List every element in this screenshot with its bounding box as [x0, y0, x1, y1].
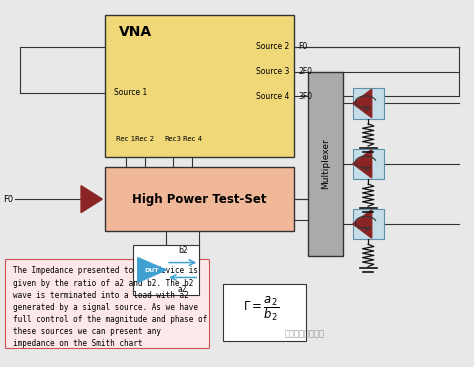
- Bar: [5, 259, 209, 348]
- Text: 3F0: 3F0: [299, 92, 312, 101]
- Text: DUT: DUT: [145, 268, 159, 273]
- Text: Rec 4: Rec 4: [182, 137, 201, 142]
- Polygon shape: [353, 149, 372, 178]
- Polygon shape: [353, 89, 372, 118]
- Text: 罗德与施瓦茱中国: 罗德与施瓦茱中国: [284, 329, 324, 338]
- Polygon shape: [138, 258, 166, 283]
- Bar: [105, 15, 294, 157]
- Text: Rec 2: Rec 2: [135, 137, 155, 142]
- Text: F0: F0: [3, 195, 13, 204]
- Polygon shape: [81, 186, 102, 212]
- Polygon shape: [353, 210, 372, 238]
- Bar: [308, 72, 343, 256]
- Text: 2F0: 2F0: [299, 67, 312, 76]
- Bar: [133, 245, 199, 295]
- Bar: [105, 167, 294, 231]
- Text: VNA: VNA: [119, 25, 152, 40]
- Bar: [353, 149, 383, 179]
- Bar: [223, 284, 306, 341]
- Text: F0: F0: [299, 42, 308, 51]
- Text: Rec3: Rec3: [164, 137, 182, 142]
- Text: Source 4: Source 4: [255, 92, 289, 101]
- Text: $\Gamma = \dfrac{a_2}{b_2}$: $\Gamma = \dfrac{a_2}{b_2}$: [244, 295, 280, 323]
- Text: Multiplexer: Multiplexer: [321, 138, 330, 189]
- Text: Source 3: Source 3: [255, 67, 289, 76]
- Bar: [353, 88, 383, 119]
- Text: High Power Test-Set: High Power Test-Set: [132, 193, 266, 206]
- Text: Rec 1: Rec 1: [116, 137, 136, 142]
- Text: Source 2: Source 2: [256, 42, 289, 51]
- Text: a2: a2: [178, 284, 187, 294]
- Bar: [353, 209, 383, 239]
- Text: The Impedance presented to the device is
given by the ratio of a2 and b2. The b2: The Impedance presented to the device is…: [12, 266, 207, 348]
- Text: Source 1: Source 1: [114, 88, 147, 97]
- Text: b2: b2: [178, 247, 187, 255]
